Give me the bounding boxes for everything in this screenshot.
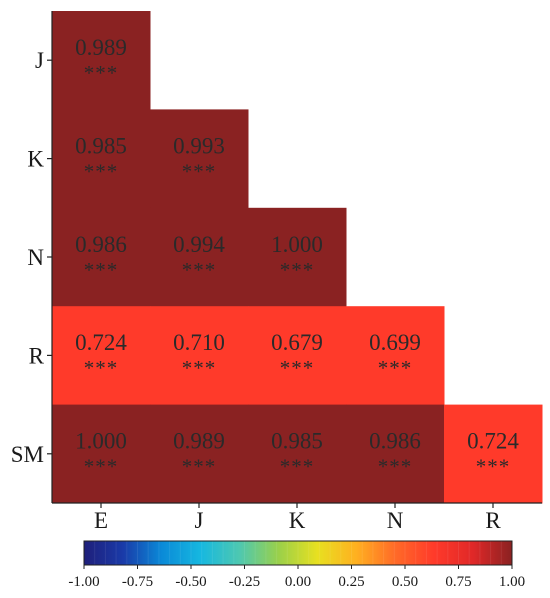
cell-value-label: 0.724: [467, 429, 519, 454]
heatmap-cell-R-J: [150, 306, 249, 406]
heatmap-cells: [52, 11, 543, 504]
cell-significance-label: ***: [182, 455, 217, 479]
colorbar-tick-label: -0.25: [229, 574, 260, 590]
cell-significance-label: ***: [378, 455, 413, 479]
y-tick-label: K: [27, 147, 44, 172]
cell-value-label: 0.724: [75, 330, 127, 355]
heatmap-cell-SM-R: [444, 404, 543, 504]
heatmap-cell-SM-K: [248, 404, 347, 504]
cell-significance-label: ***: [182, 258, 217, 282]
heatmap-cell-SM-E: [52, 404, 151, 504]
cell-value-label: 0.710: [173, 330, 225, 355]
y-tick-label: J: [35, 48, 44, 73]
cell-significance-label: ***: [280, 455, 315, 479]
colorbar-tick-label: 0.00: [285, 574, 311, 590]
cell-significance-label: ***: [182, 356, 217, 380]
colorbar-tick-label: -0.50: [175, 574, 206, 590]
x-tick-label: K: [289, 508, 306, 533]
colorbar-tick-label: 0.25: [338, 574, 364, 590]
cell-value-label: 0.985: [271, 429, 323, 454]
heatmap-cell-R-K: [248, 306, 347, 406]
cell-value-label: 0.994: [173, 232, 225, 257]
axes: J K N R SM E J K N R: [11, 11, 542, 533]
heatmap-cell-N-K: [248, 207, 347, 307]
heatmap-cell-SM-N: [346, 404, 445, 504]
colorbar-gradient: [84, 541, 512, 565]
heatmap-cell-R-N: [346, 306, 445, 406]
x-tick-label: J: [195, 508, 204, 533]
y-tick-label: R: [29, 343, 45, 368]
heatmap-cell-J-E: [52, 11, 151, 110]
x-tick-label: E: [94, 508, 108, 533]
heatmap-cell-K-J: [150, 109, 249, 209]
cell-significance-label: ***: [280, 356, 315, 380]
heatmap-cell-R-E: [52, 306, 151, 406]
colorbar-tick-label: -1.00: [68, 574, 99, 590]
cell-value-label: 0.985: [75, 133, 127, 158]
cell-labels: 0.989***0.985***0.993***0.986***0.994***…: [75, 35, 519, 479]
colorbar-tick-label: 1.00: [499, 574, 525, 590]
y-tick-label: SM: [11, 442, 44, 467]
cell-significance-label: ***: [84, 455, 119, 479]
x-tick-label: N: [387, 508, 404, 533]
cell-value-label: 0.989: [173, 429, 225, 454]
cell-significance-label: ***: [84, 258, 119, 282]
cell-value-label: 0.986: [75, 232, 127, 257]
cell-significance-label: ***: [84, 61, 119, 85]
cell-value-label: 0.679: [271, 330, 323, 355]
cell-significance-label: ***: [476, 455, 511, 479]
heatmap-cell-K-E: [52, 109, 151, 209]
colorbar: -1.00 -0.75 -0.50 -0.25 0.00 0.25 0.50 0.75 1.00: [68, 540, 525, 590]
cell-value-label: 1.000: [271, 232, 323, 257]
y-tick-label: N: [27, 245, 44, 270]
cell-value-label: 1.000: [75, 429, 127, 454]
cell-value-label: 0.989: [75, 35, 127, 60]
heatmap-cell-N-E: [52, 207, 151, 307]
cell-significance-label: ***: [84, 356, 119, 380]
colorbar-tick-label: 0.75: [445, 574, 471, 590]
heatmap-cell-SM-J: [150, 404, 249, 504]
x-tick-label: R: [485, 508, 501, 533]
cell-significance-label: ***: [280, 258, 315, 282]
cell-value-label: 0.699: [369, 330, 421, 355]
cell-value-label: 0.993: [173, 133, 225, 158]
colorbar-tick-label: 0.50: [392, 574, 418, 590]
cell-significance-label: ***: [378, 356, 413, 380]
heatmap-cell-N-J: [150, 207, 249, 307]
cell-value-label: 0.986: [369, 429, 421, 454]
colorbar-tick-label: -0.75: [122, 574, 153, 590]
cell-significance-label: ***: [182, 159, 217, 183]
cell-significance-label: ***: [84, 159, 119, 183]
